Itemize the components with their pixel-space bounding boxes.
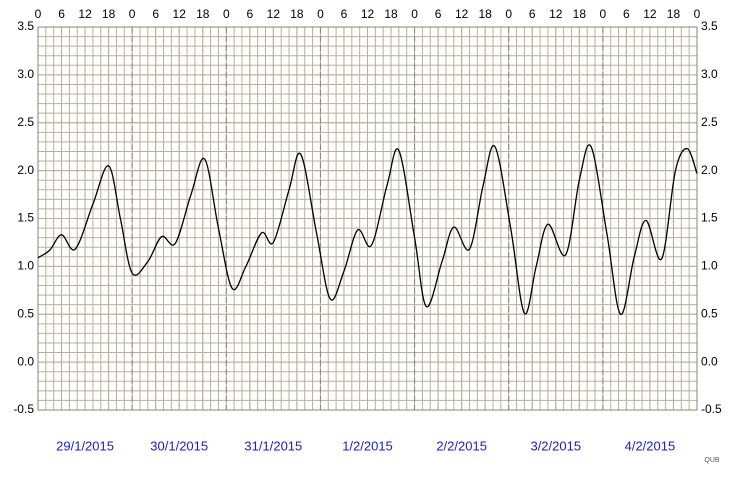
y-tick-label: 1.0 bbox=[17, 259, 34, 273]
x-tick-label: 0 bbox=[35, 7, 42, 21]
credit: QUB bbox=[704, 457, 720, 464]
x-tick-label: 18 bbox=[290, 7, 304, 21]
x-tick-label: 12 bbox=[173, 7, 187, 21]
y-tick-label-right: 0.5 bbox=[701, 306, 718, 320]
x-tick-label: 6 bbox=[58, 7, 65, 21]
x-tick-label: 0 bbox=[600, 7, 607, 21]
x-tick-label: 6 bbox=[341, 7, 348, 21]
y-tick-label: 3.0 bbox=[17, 67, 34, 81]
x-tick-label: 18 bbox=[384, 7, 398, 21]
y-tick-label-right: 2.0 bbox=[701, 163, 718, 177]
x-tick-label: 12 bbox=[78, 7, 92, 21]
y-tick-label: 0.0 bbox=[17, 354, 34, 368]
y-tick-label: 3.5 bbox=[17, 19, 34, 33]
date-label: 31/1/2015 bbox=[244, 438, 302, 453]
y-tick-label-right: 3.0 bbox=[701, 67, 718, 81]
y-tick-label: 1.5 bbox=[17, 211, 34, 225]
x-tick-label: 12 bbox=[455, 7, 469, 21]
y-tick-label-right: 2.5 bbox=[701, 115, 718, 129]
plot-frame bbox=[37, 26, 698, 411]
x-tick-label: 18 bbox=[196, 7, 210, 21]
x-tick-label: 12 bbox=[267, 7, 281, 21]
tide-line bbox=[37, 144, 698, 315]
x-tick-label: 12 bbox=[643, 7, 657, 21]
date-label: 29/1/2015 bbox=[56, 438, 114, 453]
x-tick-label: 6 bbox=[435, 7, 442, 21]
x-tick-label: 6 bbox=[152, 7, 159, 21]
x-tick-label: 6 bbox=[246, 7, 253, 21]
x-tick-label: 18 bbox=[102, 7, 116, 21]
x-tick-label: 0 bbox=[317, 7, 324, 21]
y-tick-label-right: 0.0 bbox=[701, 354, 718, 368]
x-tick-label: 0 bbox=[223, 7, 230, 21]
y-tick-label-right: 3.5 bbox=[701, 19, 718, 33]
x-tick-label: 0 bbox=[129, 7, 136, 21]
x-tick-label: 6 bbox=[623, 7, 630, 21]
date-label: 30/1/2015 bbox=[150, 438, 208, 453]
date-label: 1/2/2015 bbox=[342, 438, 393, 453]
x-tick-label: 0 bbox=[411, 7, 418, 21]
y-tick-label: 2.5 bbox=[17, 115, 34, 129]
x-tick-label: 18 bbox=[573, 7, 587, 21]
x-tick-label: 0 bbox=[505, 7, 512, 21]
x-tick-label: 18 bbox=[667, 7, 681, 21]
y-tick-label-right: 1.5 bbox=[701, 211, 718, 225]
y-tick-label: 2.0 bbox=[17, 163, 34, 177]
y-tick-label: -0.5 bbox=[13, 402, 34, 416]
date-label: 2/2/2015 bbox=[436, 438, 487, 453]
y-tick-label-right: -0.5 bbox=[701, 402, 722, 416]
date-label: 3/2/2015 bbox=[530, 438, 581, 453]
x-tick-label: 18 bbox=[478, 7, 492, 21]
x-tick-label: 12 bbox=[549, 7, 563, 21]
y-tick-label: 0.5 bbox=[17, 306, 34, 320]
x-tick-label: 0 bbox=[694, 7, 701, 21]
x-tick-label: 6 bbox=[529, 7, 536, 21]
date-label: 4/2/2015 bbox=[625, 438, 676, 453]
y-tick-label-right: 1.0 bbox=[701, 259, 718, 273]
x-tick-label: 12 bbox=[361, 7, 375, 21]
